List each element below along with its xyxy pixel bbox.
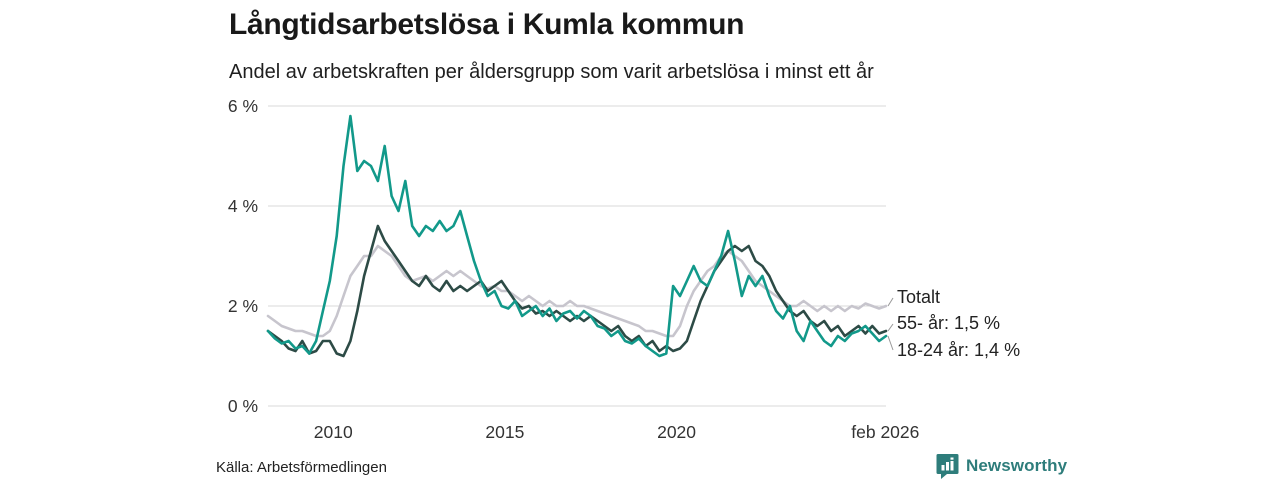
- x-axis-tick-label: 2015: [485, 422, 524, 442]
- source-note: Källa: Arbetsförmedlingen: [216, 459, 387, 476]
- page-subtitle: Andel av arbetskraften per åldersgrupp s…: [229, 61, 874, 83]
- label-leader-line: [887, 335, 894, 351]
- y-axis-tick-label: 4 %: [228, 196, 258, 216]
- series-line-55-r: [266, 224, 888, 358]
- label-leader-line: [887, 323, 894, 332]
- y-axis-tick-label: 0 %: [228, 396, 258, 416]
- y-axis-tick-label: 2 %: [228, 296, 258, 316]
- brand-name: Newsworthy: [966, 456, 1068, 475]
- x-axis-tick-label: 2010: [314, 422, 353, 442]
- x-axis-tick-label: feb 2026: [851, 422, 919, 442]
- newsworthy-icon: [936, 453, 959, 479]
- series-label-18-24: 18-24 år: 1,4 %: [897, 340, 1021, 360]
- x-axis-tick-label: 2020: [657, 422, 696, 442]
- brand-logo: Newsworthy: [936, 453, 1067, 479]
- label-leader-line: [887, 297, 894, 307]
- series-line-18-24-r: [266, 114, 888, 358]
- page-title: Långtidsarbetslösa i Kumla kommun: [229, 8, 745, 41]
- series-label-totalt: Totalt: [897, 287, 941, 307]
- y-axis-tick-label: 6 %: [228, 96, 258, 116]
- series-label-55: 55- år: 1,5 %: [897, 313, 1001, 333]
